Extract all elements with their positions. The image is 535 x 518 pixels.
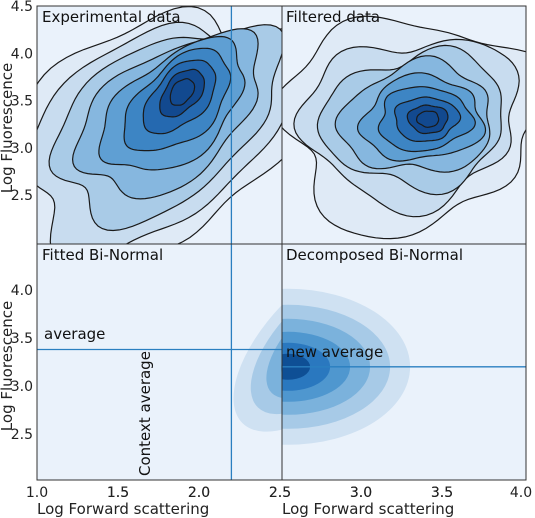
x-axis-label-right: Log Forward scattering <box>282 500 454 518</box>
text-layer: Experimental data Filtered data Fitted B… <box>0 8 463 518</box>
tick-labels: 2.5 3.0 3.5 4.0 4.5 2.5 3.0 3.5 4.0 1.0 1.5 2.0 2.5 3… <box>11 0 532 501</box>
panel-experimental-data <box>37 6 282 244</box>
x-axis-label-left: Log Forward scattering <box>37 500 209 518</box>
contour-level <box>416 110 440 128</box>
x-tick-label: 3.5 <box>431 485 453 501</box>
panel-frame <box>281 243 527 481</box>
x-tick-label: 2.5 <box>269 485 291 501</box>
x-tick-label: 3.0 <box>350 485 372 501</box>
annotation-new-average: new average <box>286 343 383 361</box>
y-tick-label: 3.0 <box>11 141 33 157</box>
x-tick-label: 3.0 <box>350 485 372 501</box>
annotation-context-average: Context average <box>136 351 154 476</box>
panel-fitted-bi-normal <box>37 244 282 480</box>
panel-title-filtered: Filtered data <box>286 8 380 26</box>
x-tick-label: 1.5 <box>107 485 129 501</box>
annotation-average: average <box>44 325 105 343</box>
x-tick-label: 2.0 <box>188 485 210 501</box>
x-tick-label: 1.0 <box>26 485 48 501</box>
panel-frames <box>36 5 527 481</box>
x-tick-label: 4.0 <box>510 485 532 501</box>
x-tick-label: 2.5 <box>269 485 291 501</box>
reference-lines <box>37 6 526 480</box>
panel-decomposed-bi-normal <box>282 244 526 480</box>
contour-level <box>169 78 196 106</box>
panel-title-experimental: Experimental data <box>42 8 181 26</box>
panel-filtered-data <box>282 6 526 244</box>
panel-title-decomposed: Decomposed Bi-Normal <box>286 246 463 264</box>
x-tick-label: 2.0 <box>188 485 210 501</box>
y-tick-label: 3.5 <box>11 331 33 347</box>
y-axis-label-bottom: Log Fluorescence <box>0 301 16 431</box>
y-tick-label: 2.5 <box>11 188 33 204</box>
y-tick-label: 2.5 <box>11 427 33 443</box>
panel-background <box>37 244 282 480</box>
y-tick-label: 4.0 <box>11 46 33 62</box>
x-tick-label: 1.5 <box>107 485 129 501</box>
y-tick-label: 4.0 <box>11 283 33 299</box>
y-tick-label: 3.0 <box>11 379 33 395</box>
y-axis-label-top: Log Fluorescence <box>0 63 16 193</box>
x-tick-label: 3.5 <box>431 485 453 501</box>
y-tick-label: 3.5 <box>11 94 33 110</box>
y-tick-label: 4.5 <box>11 0 33 15</box>
panel-title-fitted: Fitted Bi-Normal <box>42 246 163 264</box>
